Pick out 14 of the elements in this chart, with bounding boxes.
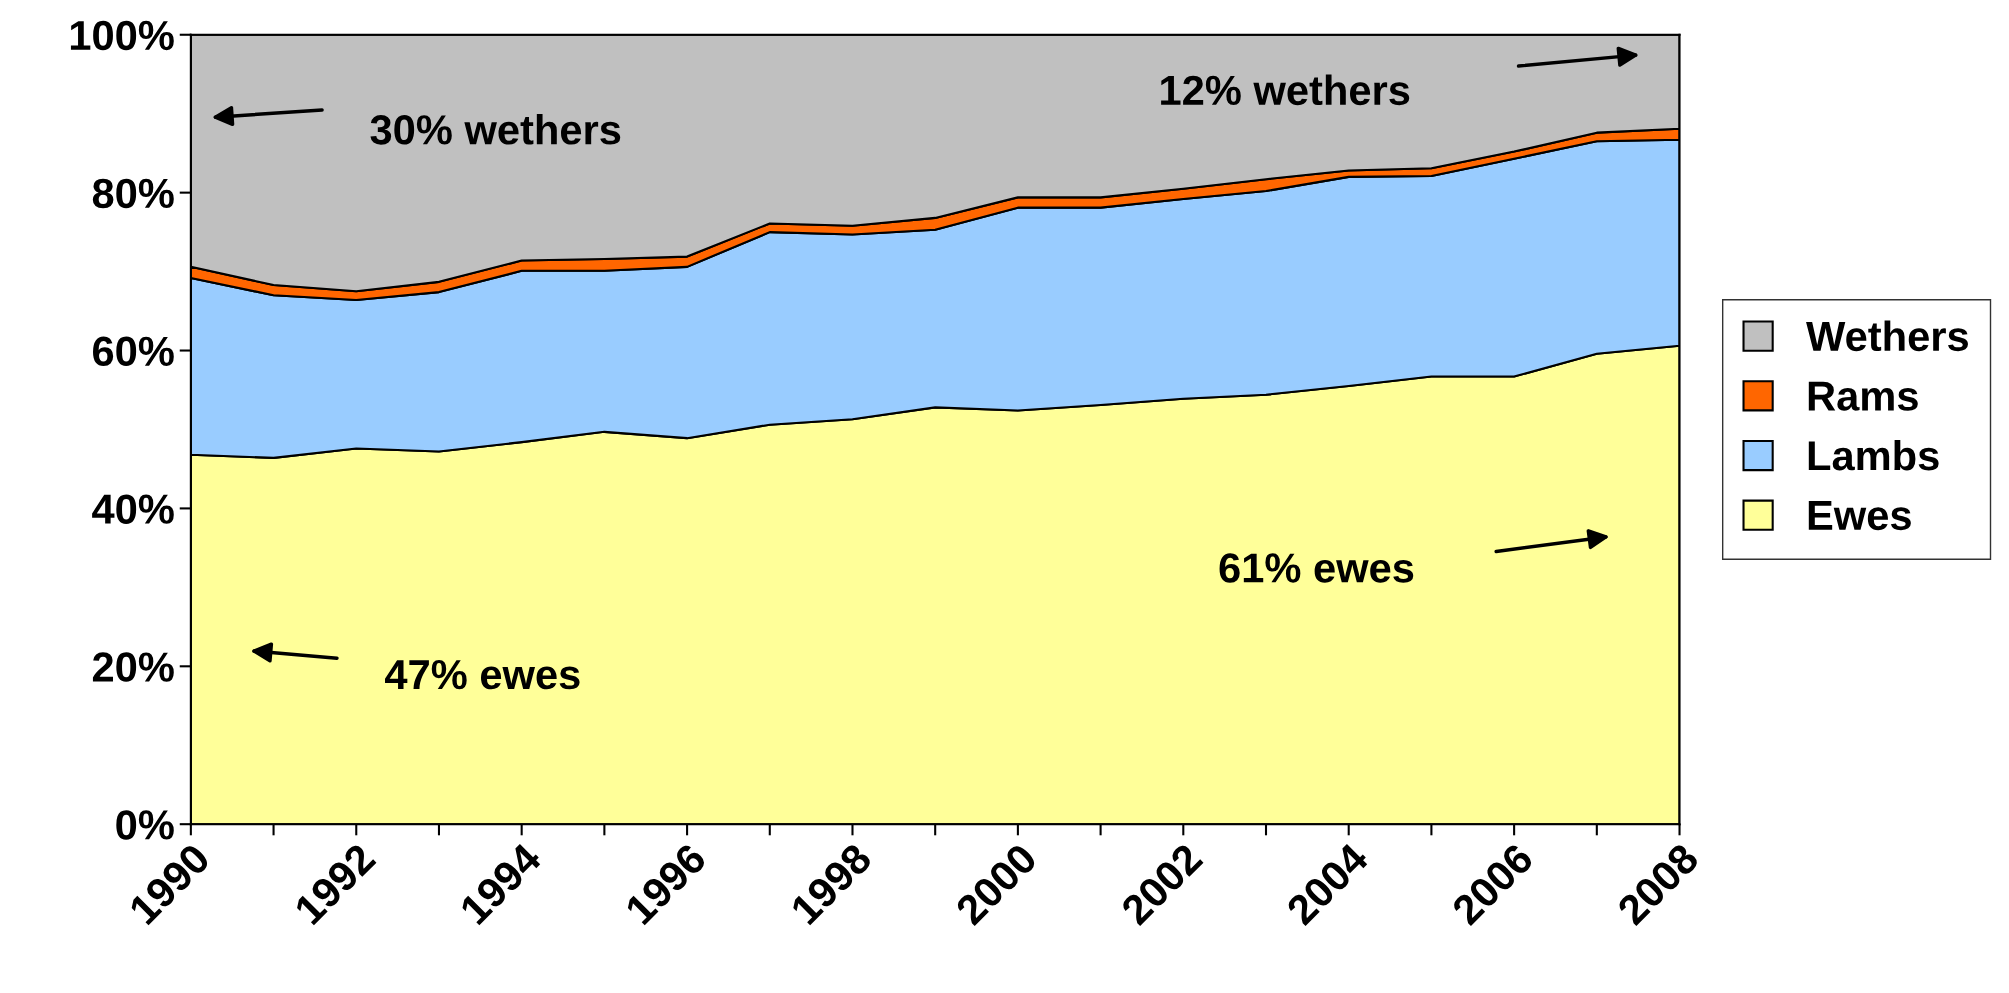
legend-label: Rams	[1808, 381, 1918, 411]
y-tick-label: 100%	[70, 20, 174, 51]
y-tick-label: 0%	[116, 810, 174, 840]
annotation: 30% wethers	[370, 114, 621, 145]
y-tick-label: 60%	[93, 336, 174, 367]
y-tick-label: 20%	[92, 652, 174, 682]
annotation: 61% ewes	[1219, 553, 1414, 583]
legend-label: Ewes	[1808, 501, 1911, 531]
y-tick-label: 80%	[92, 178, 174, 209]
legend-label: Lambs	[1808, 439, 1939, 471]
annotation: 47% ewes	[385, 659, 580, 690]
y-tick-label: 40%	[92, 494, 174, 524]
legend-label: Wethers	[1806, 320, 1968, 352]
annotation: 12% wethers	[1161, 74, 1410, 106]
